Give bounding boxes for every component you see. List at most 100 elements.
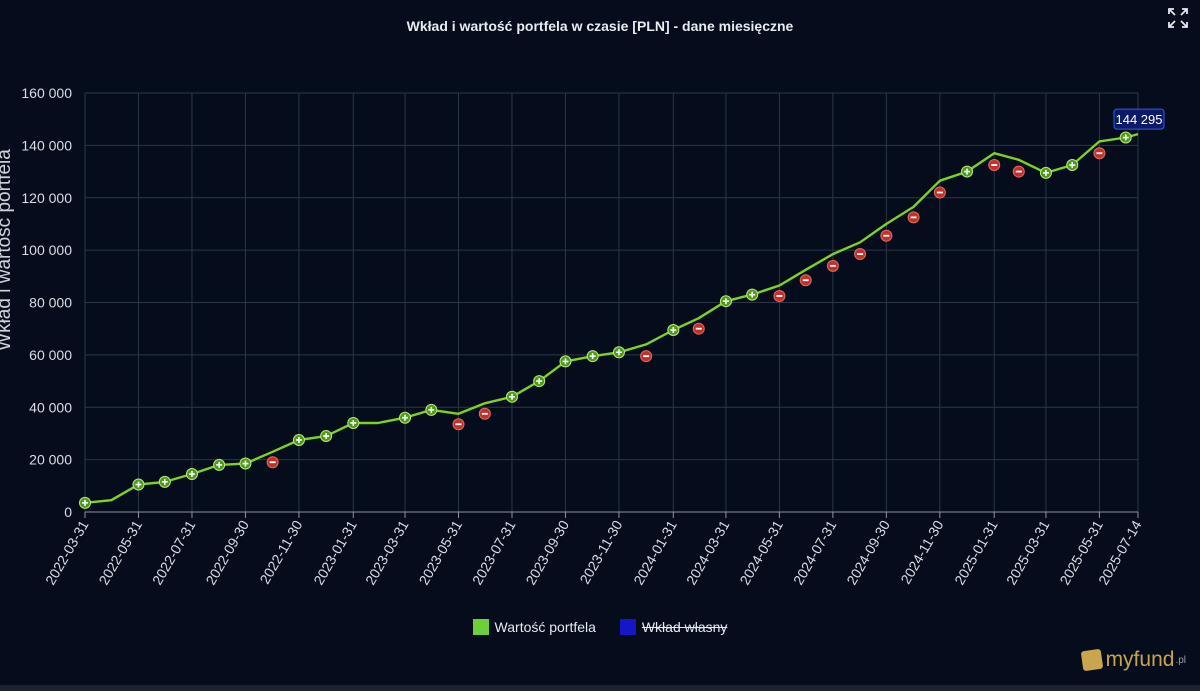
data-point-marker-up [667,323,680,336]
series-line-portfolio-value [84,132,1139,504]
y-tick-label: 160 000 [21,85,72,101]
plus-icon [1122,134,1129,141]
data-point-marker-down [907,211,920,224]
data-point-marker-down [1093,147,1106,160]
data-point-marker-up [320,430,333,443]
data-point-marker-down [266,456,279,469]
logo-suffix: .pl [1175,654,1186,666]
bottom-scrollbar[interactable] [0,685,1200,691]
y-tick-label: 40 000 [29,399,72,415]
plus-icon [350,419,357,426]
legend-label: Wkład własny [641,619,728,635]
data-point-marker-up [132,478,145,491]
data-point-marker-up [213,458,226,471]
plus-icon [722,298,729,305]
x-tick-label: 2023-07-31 [469,517,519,587]
data-point-marker-down [988,159,1001,172]
plus-icon [188,471,195,478]
plus-icon [323,433,330,440]
plus-icon [295,436,302,443]
plus-icon [562,358,569,365]
x-tick-label: 2024-09-30 [843,517,893,587]
data-point-marker-down [880,229,893,242]
x-tick-label: 2025-03-31 [1003,517,1053,587]
data-point-marker-down [692,322,705,335]
legend-item-portfolio-value[interactable]: Wartość portfela [472,619,596,635]
legend-swatch-blue [619,619,636,635]
data-point-marker-down [854,248,867,261]
legend-swatch-green [472,619,489,635]
data-point-marker-up [79,496,91,509]
data-point-marker-down [773,289,786,302]
plus-icon [82,499,88,506]
plus-icon [428,406,435,413]
expand-icon[interactable] [1166,6,1190,30]
plus-icon [589,353,596,360]
x-tick-label: 2024-05-31 [736,517,786,587]
legend-item-own-contribution[interactable]: Wkład własny [619,619,728,635]
x-tick-label: 2023-11-30 [576,517,625,586]
data-point-marker-down [478,407,491,420]
plus-icon [242,460,249,467]
plus-icon [508,393,515,400]
x-tick-label: 2023-09-30 [522,517,572,587]
x-tick-label: 2023-01-31 [310,517,360,587]
y-tick-label: 20 000 [29,452,72,468]
plus-icon [615,349,622,356]
x-tick-label: 2023-03-31 [362,517,412,587]
last-value-label: 144 295 [1116,112,1163,127]
y-tick-label: 120 000 [21,190,72,206]
data-point-marker-up [1119,131,1132,144]
y-tick-label: 60 000 [29,347,72,363]
y-tick-label: 100 000 [21,242,72,258]
plus-icon [1069,162,1076,169]
data-point-marker-up [612,346,625,359]
data-point-marker-down [933,186,946,199]
data-point-marker-down [1012,165,1025,178]
last-value-badge [1113,108,1165,130]
x-tick-label: 2024-03-31 [683,517,733,587]
data-point-marker-up [719,295,732,308]
x-tick-label: 2022-11-30 [256,517,305,586]
y-tick-label: 140 000 [21,137,72,153]
data-point-marker-up [559,355,572,368]
plus-icon [964,168,971,175]
data-point-marker-up [533,375,546,388]
chart-title: Wkład i wartość portfela w czasie [PLN] … [406,18,794,34]
y-tick-label: 80 000 [29,295,72,311]
plus-icon [135,481,142,488]
x-tick-label: 2025-01-31 [951,517,1001,587]
data-point-marker-down [799,274,812,287]
data-point-marker-up [586,350,599,363]
data-point-marker-up [239,457,252,470]
plus-icon [749,291,756,298]
plus-icon [161,478,168,485]
logo-icon [1080,648,1103,672]
x-tick-label: 2024-11-30 [897,517,946,586]
data-point-marker-up [1039,166,1052,179]
data-point-marker-up [746,288,759,301]
x-tick-label: 2022-03-31 [42,517,92,587]
plus-icon [1042,169,1049,176]
x-tick-label: 2022-05-31 [95,517,145,587]
x-tick-label: 2024-07-31 [790,517,840,587]
logo-text: myfund [1105,648,1175,671]
plus-icon [536,378,543,385]
plus-icon [216,461,223,468]
x-tick-label: 2022-09-30 [202,517,252,587]
data-point-marker-up [1066,159,1079,172]
data-point-marker-up [347,416,360,429]
data-point-marker-down [640,350,653,363]
data-point-marker-up [399,411,412,424]
plus-icon [670,326,677,333]
data-point-marker-up [505,390,518,403]
chart-legend: Wartość portfela Wkład własny [0,619,1200,638]
legend-label: Wartość portfela [494,619,596,635]
data-point-marker-up [292,433,305,446]
data-point-marker-up [425,403,438,416]
x-tick-label: 2022-07-31 [149,517,199,587]
data-point-marker-up [158,475,171,488]
plus-icon [402,414,409,421]
x-tick-label: 2023-05-31 [415,517,465,587]
